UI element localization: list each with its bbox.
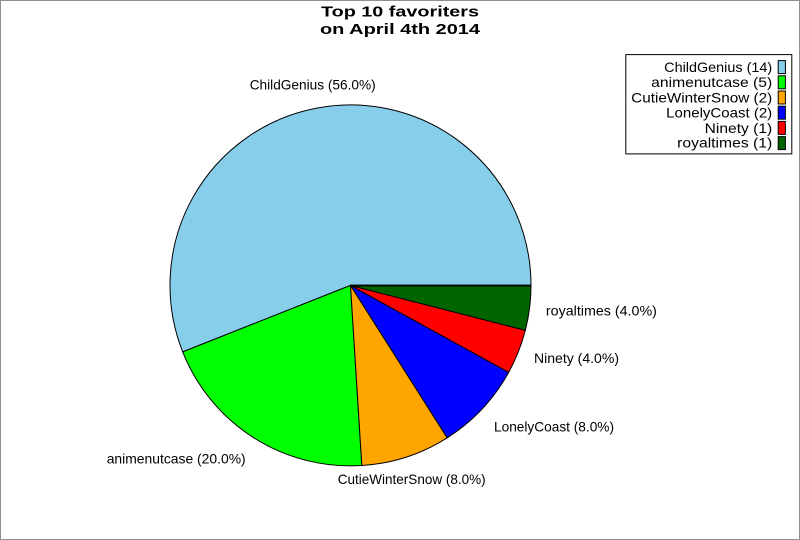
svg-text:LonelyCoast (2): LonelyCoast (2) [666,105,772,121]
svg-text:royaltimes (1): royaltimes (1) [677,135,772,151]
svg-text:ChildGenius (14): ChildGenius (14) [664,59,772,75]
svg-text:LonelyCoast (8.0%): LonelyCoast (8.0%) [494,418,614,434]
svg-text:animenutcase (20.0%): animenutcase (20.0%) [107,450,246,466]
svg-text:on April 4th 2014: on April 4th 2014 [320,21,481,38]
svg-text:CutieWinterSnow (2): CutieWinterSnow (2) [631,90,772,106]
svg-text:CutieWinterSnow (8.0%): CutieWinterSnow (8.0%) [338,471,486,487]
svg-text:ChildGenius (56.0%): ChildGenius (56.0%) [250,77,376,93]
svg-text:Top 10 favoriters: Top 10 favoriters [321,4,479,21]
svg-text:Ninety (4.0%): Ninety (4.0%) [534,350,619,366]
svg-text:Ninety (1): Ninety (1) [705,120,773,136]
svg-text:animenutcase (5): animenutcase (5) [651,74,772,90]
svg-text:royaltimes (4.0%): royaltimes (4.0%) [546,302,657,318]
